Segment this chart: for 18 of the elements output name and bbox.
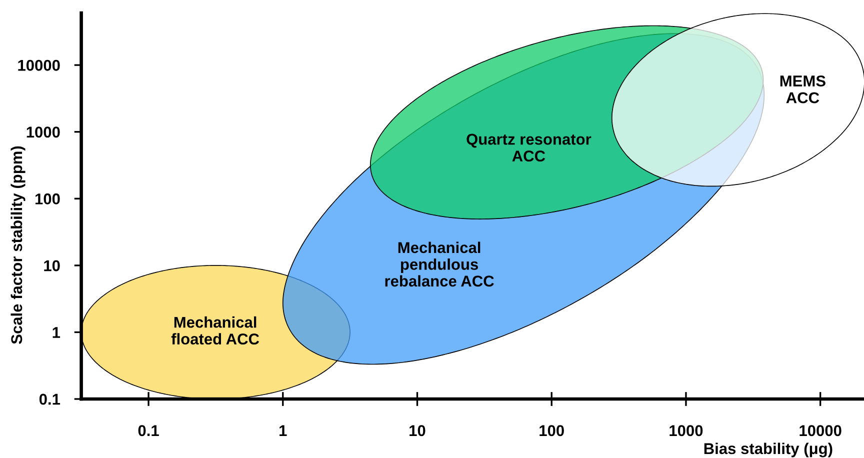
y-tick-label: 0.1	[39, 394, 60, 405]
x-axis-title: Bias stability (μg)	[704, 442, 832, 458]
y-tick-label: 1000	[26, 126, 60, 138]
y-tick-label: 1	[52, 327, 60, 338]
annotation: Quartz resonator ACC	[466, 134, 592, 162]
annotation: Mechanical pendulous rebalance ACC	[385, 242, 494, 287]
annotation: MEMS ACC	[780, 75, 826, 104]
x-tick-label: 10000	[800, 425, 842, 436]
x-tick-label: 0.1	[138, 425, 159, 436]
x-tick-label: 1	[280, 425, 287, 436]
y-tick-label: 10	[44, 260, 60, 272]
y-tick-label: 100	[35, 193, 60, 204]
y-tick-label: 10000	[18, 60, 60, 71]
annotation: Mechanical floated ACC	[171, 316, 260, 345]
x-tick-label: 10	[410, 425, 426, 436]
y-axis-title: Scale factor stability (ppm)	[10, 146, 26, 344]
x-tick-label: 100	[540, 425, 564, 436]
x-tick-label: 1000	[670, 425, 703, 436]
